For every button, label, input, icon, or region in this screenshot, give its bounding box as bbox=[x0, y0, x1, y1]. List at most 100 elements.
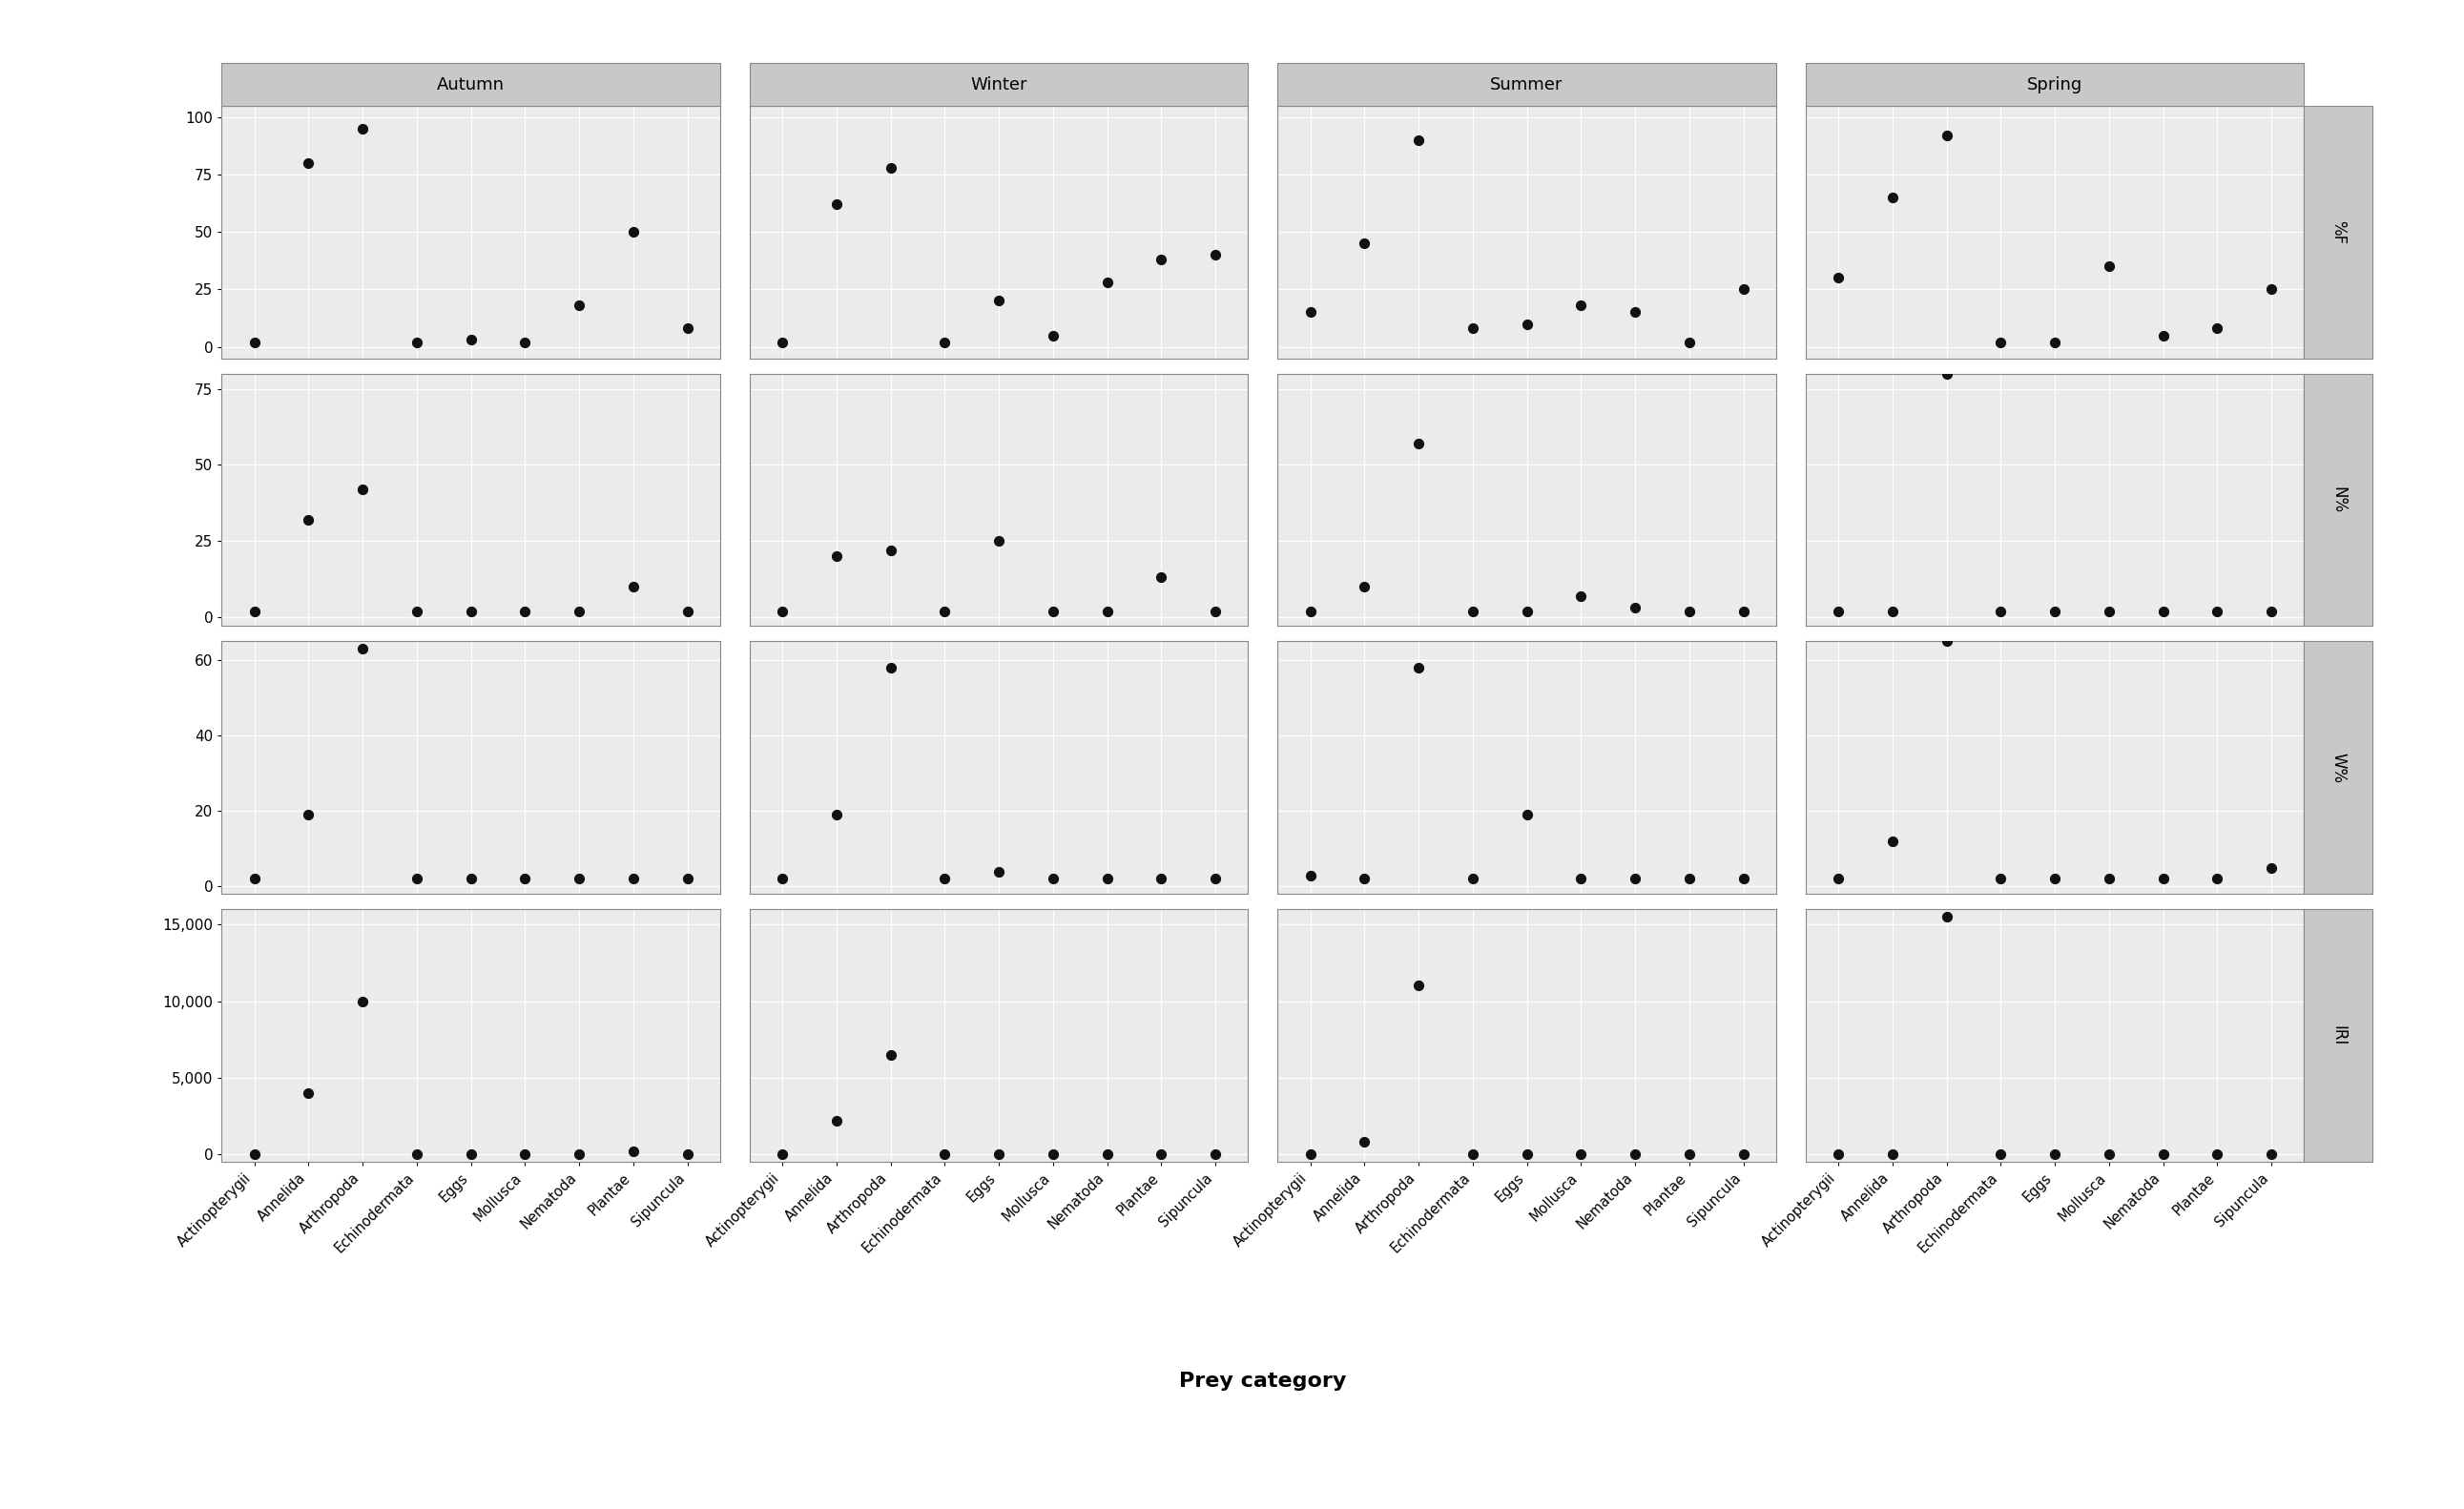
Point bbox=[1454, 599, 1493, 623]
Text: Spring: Spring bbox=[2028, 75, 2082, 94]
Point bbox=[2144, 1142, 2183, 1166]
Point bbox=[1454, 317, 1493, 341]
Point bbox=[1927, 905, 1966, 930]
Text: Summer: Summer bbox=[1491, 75, 1562, 94]
Point bbox=[559, 599, 599, 623]
Point bbox=[1345, 1130, 1385, 1154]
Point bbox=[2089, 599, 2129, 623]
Point bbox=[2198, 1142, 2237, 1166]
Point bbox=[1195, 866, 1234, 890]
Text: Autumn: Autumn bbox=[436, 75, 505, 94]
Point bbox=[1818, 266, 1858, 290]
Point bbox=[1562, 293, 1602, 317]
Point bbox=[1087, 866, 1126, 890]
Point bbox=[2035, 599, 2075, 623]
Point bbox=[1291, 1142, 1331, 1166]
Point bbox=[1195, 243, 1234, 267]
Point bbox=[397, 599, 436, 623]
Point bbox=[978, 288, 1018, 312]
Point bbox=[1345, 231, 1385, 255]
Point bbox=[924, 599, 963, 623]
Point bbox=[668, 866, 707, 890]
Point bbox=[978, 859, 1018, 883]
Point bbox=[288, 151, 328, 175]
Point bbox=[870, 539, 909, 563]
Point bbox=[451, 866, 490, 890]
Point bbox=[1400, 128, 1439, 152]
Point bbox=[2252, 856, 2292, 880]
Point bbox=[2252, 1142, 2292, 1166]
Point bbox=[397, 1142, 436, 1166]
Point bbox=[1032, 599, 1072, 623]
Point bbox=[761, 599, 801, 623]
Point bbox=[2089, 255, 2129, 279]
Point bbox=[1927, 629, 1966, 653]
Point bbox=[1345, 866, 1385, 890]
Point bbox=[1400, 656, 1439, 681]
Point bbox=[1671, 599, 1710, 623]
Point bbox=[1562, 866, 1602, 890]
Point bbox=[2252, 278, 2292, 302]
Point bbox=[1818, 1142, 1858, 1166]
Point bbox=[1873, 828, 1912, 853]
Point bbox=[1141, 247, 1180, 272]
Point bbox=[234, 599, 274, 623]
Point bbox=[234, 866, 274, 890]
Point bbox=[1981, 599, 2020, 623]
Point bbox=[614, 866, 653, 890]
Text: IRI: IRI bbox=[2331, 1026, 2346, 1046]
Point bbox=[2198, 866, 2237, 890]
Point bbox=[924, 330, 963, 355]
Point bbox=[1508, 1142, 1547, 1166]
Point bbox=[1562, 584, 1602, 608]
Point bbox=[816, 192, 855, 216]
Point bbox=[451, 599, 490, 623]
Point bbox=[342, 477, 382, 501]
Text: Winter: Winter bbox=[971, 75, 1027, 94]
Point bbox=[1873, 599, 1912, 623]
Point bbox=[2198, 317, 2237, 341]
Point bbox=[2144, 323, 2183, 347]
Point bbox=[1616, 300, 1656, 324]
Point bbox=[1725, 278, 1764, 302]
Point bbox=[1873, 1142, 1912, 1166]
Point bbox=[1141, 1142, 1180, 1166]
Text: %F: %F bbox=[2331, 220, 2346, 244]
Point bbox=[1454, 1142, 1493, 1166]
Point bbox=[2089, 1142, 2129, 1166]
Point bbox=[505, 599, 545, 623]
Point bbox=[978, 1142, 1018, 1166]
Point bbox=[2089, 866, 2129, 890]
Point bbox=[1141, 566, 1180, 590]
Point bbox=[924, 1142, 963, 1166]
Point bbox=[1087, 1142, 1126, 1166]
Point bbox=[559, 866, 599, 890]
Point bbox=[1291, 863, 1331, 887]
Point bbox=[1508, 803, 1547, 827]
Point bbox=[761, 1142, 801, 1166]
Point bbox=[1725, 599, 1764, 623]
Point bbox=[978, 528, 1018, 552]
Point bbox=[1981, 330, 2020, 355]
Point bbox=[1927, 124, 1966, 148]
Point bbox=[1616, 1142, 1656, 1166]
Point bbox=[505, 330, 545, 355]
Point bbox=[2144, 599, 2183, 623]
Point bbox=[924, 866, 963, 890]
Point bbox=[1032, 1142, 1072, 1166]
Point bbox=[761, 866, 801, 890]
Point bbox=[288, 507, 328, 531]
Point bbox=[2035, 1142, 2075, 1166]
Point bbox=[1508, 599, 1547, 623]
Point bbox=[1562, 1142, 1602, 1166]
Point bbox=[870, 155, 909, 180]
Point bbox=[234, 1142, 274, 1166]
Point bbox=[761, 330, 801, 355]
Point bbox=[1671, 866, 1710, 890]
Point bbox=[1927, 362, 1966, 386]
Point bbox=[342, 988, 382, 1013]
Point bbox=[559, 1142, 599, 1166]
Point bbox=[816, 1109, 855, 1133]
Point bbox=[234, 330, 274, 355]
Point bbox=[288, 1080, 328, 1105]
